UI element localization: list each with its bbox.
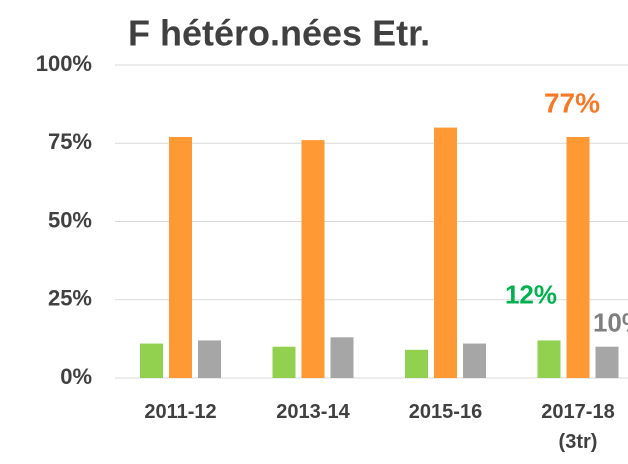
bar: [140, 343, 163, 378]
chart-title: F hétéro.nées Etr.: [128, 13, 430, 54]
x-tick-label: 2013-14: [276, 401, 350, 423]
x-tick-label: 2017-18 (3tr): [541, 401, 614, 453]
data-label: 77%: [544, 87, 600, 118]
data-label: 12%: [505, 279, 557, 309]
bar: [537, 340, 561, 378]
bar: [595, 346, 619, 378]
bar: [566, 136, 590, 378]
bar: [405, 349, 428, 378]
y-tick-label: 0%: [60, 364, 92, 389]
bar: [169, 136, 192, 378]
bar: [330, 337, 354, 378]
data-label: 10%: [593, 308, 628, 338]
bar: [272, 346, 296, 378]
x-tick-label: 2015-16: [409, 401, 482, 423]
bar: [301, 140, 325, 378]
y-tick-label: 25%: [48, 286, 92, 311]
y-tick-label: 75%: [48, 129, 92, 154]
x-tick-label: 2011-12: [144, 401, 216, 423]
y-tick-label: 50%: [48, 207, 92, 232]
y-tick-label: 100%: [36, 51, 92, 76]
bar: [463, 343, 486, 378]
bar: [198, 340, 221, 378]
bar: [434, 127, 457, 378]
